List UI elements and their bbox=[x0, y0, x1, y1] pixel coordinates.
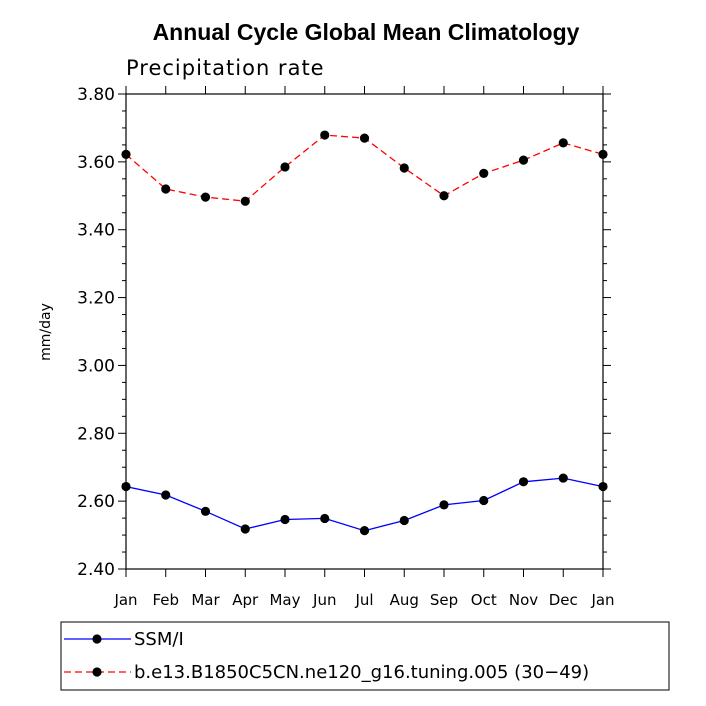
data-point bbox=[161, 184, 171, 194]
data-point bbox=[240, 196, 250, 206]
x-tick-label: Dec bbox=[549, 591, 578, 609]
x-tick-label: May bbox=[269, 591, 300, 609]
y-tick-label: 3.80 bbox=[77, 85, 115, 105]
series-line-0 bbox=[125, 477, 604, 532]
x-tick-label: Jan bbox=[113, 591, 137, 609]
x-tick-label: Aug bbox=[390, 591, 419, 609]
legend-box bbox=[60, 621, 670, 691]
data-point bbox=[558, 138, 568, 148]
legend-label-0: SSM/I bbox=[134, 629, 184, 650]
data-point bbox=[240, 524, 250, 534]
x-tick-label: Feb bbox=[152, 591, 179, 609]
data-point bbox=[320, 130, 330, 140]
data-point bbox=[359, 133, 370, 143]
x-tick-label: Apr bbox=[232, 591, 259, 609]
chart-title: Annual Cycle Global Mean Climatology bbox=[153, 19, 580, 45]
y-tick-label: 3.60 bbox=[77, 153, 115, 173]
data-point bbox=[200, 506, 211, 516]
data-point bbox=[200, 192, 211, 202]
x-tick-label: Jun bbox=[312, 591, 336, 609]
data-point bbox=[439, 500, 449, 510]
data-point bbox=[479, 168, 489, 178]
chart-subtitle: Precipitation rate bbox=[126, 56, 325, 80]
x-tick-label: Jan bbox=[590, 591, 614, 609]
series-line-1 bbox=[125, 134, 604, 202]
y-tick-labels: 2.40 2.60 2.80 3.00 3.20 3.40 3.60 3.80 bbox=[77, 85, 115, 580]
data-point bbox=[320, 513, 330, 524]
data-point bbox=[439, 191, 449, 201]
data-point bbox=[359, 526, 370, 536]
plot-frame bbox=[125, 93, 604, 570]
legend-marker bbox=[92, 634, 102, 644]
data-point bbox=[399, 515, 409, 526]
y-tick-label: 2.40 bbox=[77, 560, 115, 580]
x-tick-label: Mar bbox=[191, 591, 220, 609]
y-tick-label: 3.40 bbox=[77, 221, 115, 241]
axis-ticks bbox=[118, 86, 611, 577]
x-tick-label: Jul bbox=[354, 591, 373, 609]
series-group bbox=[121, 130, 608, 536]
x-tick-label: Oct bbox=[471, 591, 497, 609]
x-tick-labels: Jan Feb Mar Apr May Jun Jul Aug Sep Oct Nov Dec Jan bbox=[113, 591, 614, 609]
x-tick-label: Sep bbox=[430, 591, 458, 609]
data-point bbox=[161, 490, 171, 500]
y-axis-title: mm/day bbox=[38, 303, 54, 361]
legend-marker bbox=[92, 667, 102, 677]
data-point bbox=[280, 162, 290, 172]
data-point bbox=[518, 477, 529, 487]
data-point bbox=[280, 514, 290, 525]
data-point bbox=[518, 155, 529, 165]
y-tick-label: 2.60 bbox=[77, 492, 115, 512]
data-point bbox=[399, 163, 409, 173]
legend: SSM/I b.e13.B1850C5CN.ne120_g16.tuning.00… bbox=[60, 621, 670, 691]
legend-label-1: b.e13.B1850C5CN.ne120_g16.tuning.005 (30… bbox=[134, 662, 589, 683]
y-tick-label: 3.20 bbox=[77, 289, 115, 309]
x-tick-label: Nov bbox=[509, 591, 538, 609]
y-tick-label: 3.00 bbox=[77, 356, 115, 376]
data-point bbox=[558, 473, 568, 483]
data-point bbox=[479, 495, 489, 506]
y-tick-label: 2.80 bbox=[77, 424, 115, 444]
